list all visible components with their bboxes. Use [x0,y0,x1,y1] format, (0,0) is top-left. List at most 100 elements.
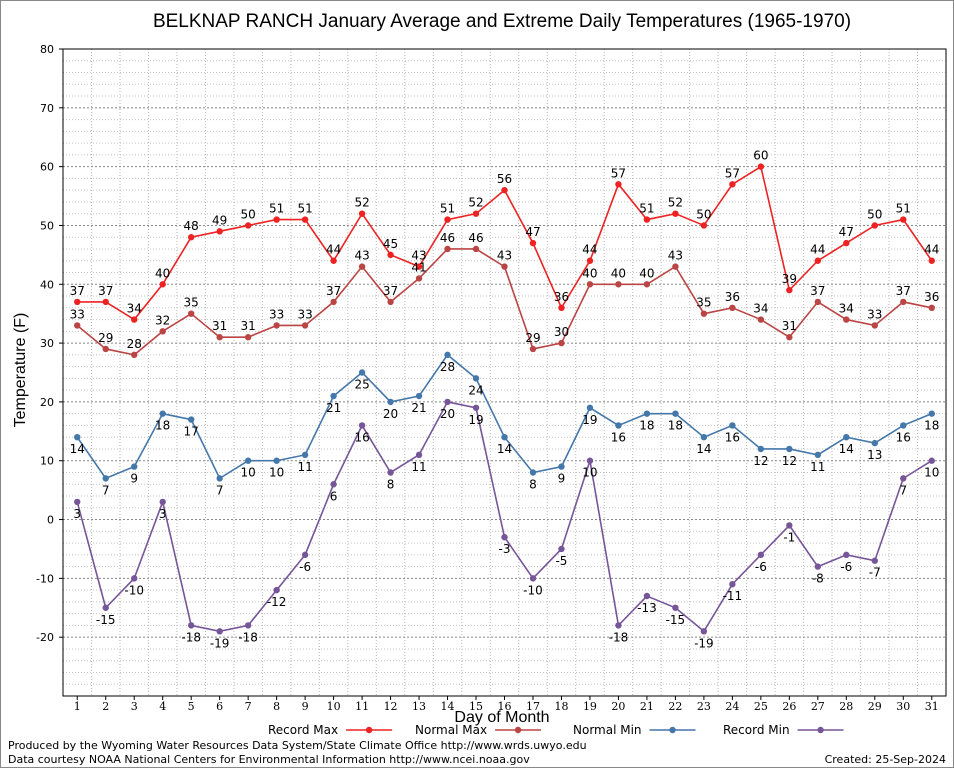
data-label: 40 [611,266,626,280]
data-point [843,239,850,247]
x-tick-label: 24 [725,700,739,713]
legend-label: Record Max [268,723,338,737]
data-point [900,298,907,306]
data-label: 48 [184,219,199,233]
data-point [729,581,736,588]
data-point [216,334,223,341]
x-tick-label: 7 [245,700,252,713]
data-point [729,304,736,311]
data-point [102,298,109,306]
data-label: 52 [468,196,483,210]
data-label: -18 [181,630,201,644]
data-point [700,628,708,635]
data-label: 18 [639,419,654,433]
data-label: -3 [499,542,511,556]
data-label: 37 [326,284,341,298]
data-point [871,557,878,564]
data-label: 36 [725,290,740,304]
data-label: 33 [867,307,882,321]
y-tick-label: 60 [40,161,54,174]
chart-title: BELKNAP RANCH January Average and Extrem… [153,11,851,32]
data-point [814,257,822,264]
data-point [757,445,765,453]
data-label: -6 [840,560,852,574]
data-point [843,551,850,559]
x-tick-label: 6 [216,700,223,713]
data-label: -18 [609,630,629,644]
y-tick-label: 20 [40,396,54,409]
data-label: 16 [354,430,369,444]
legend-item: Record Min [723,723,844,737]
data-label: 47 [525,225,540,239]
data-label: 57 [611,166,626,180]
data-label: 6 [330,489,338,503]
data-point [814,298,822,306]
data-point [472,245,480,253]
data-label: 14 [839,442,854,456]
y-tick-label: -10 [36,572,54,585]
data-label: 10 [269,466,284,480]
legend-marker-swatch [817,726,824,734]
data-label: 18 [668,419,683,433]
data-label: 41 [411,260,426,274]
x-tick-label: 1 [74,700,81,713]
data-label: 34 [127,302,142,316]
data-point [558,339,565,347]
data-label: 33 [297,307,312,321]
data-label: 50 [241,207,256,221]
data-label: 7 [216,483,224,497]
data-point [159,498,166,506]
data-label: -5 [555,554,567,568]
x-tick-label: 27 [811,700,825,713]
data-point [843,316,850,323]
data-label: 16 [611,430,626,444]
x-tick-label: 25 [754,700,768,713]
data-label: 20 [383,407,398,421]
data-point [387,469,394,476]
data-point [672,410,679,417]
data-point [900,216,907,223]
data-label: 40 [582,266,597,280]
data-label: 11 [810,460,825,474]
x-axis-label: Day of Month [454,709,549,726]
data-point [387,251,394,259]
data-point [643,281,651,288]
data-point [187,234,195,241]
data-point [615,422,622,429]
data-label: 28 [440,360,455,374]
data-point [102,604,109,611]
data-point [529,469,537,476]
data-point [672,263,679,270]
data-point [586,457,594,464]
data-label: 37 [98,284,113,298]
data-label: -15 [96,613,116,627]
data-point [586,281,594,288]
data-point [501,263,508,270]
data-label: -11 [723,589,743,603]
data-label: 29 [525,331,540,345]
data-point [131,316,138,323]
data-label: 17 [184,425,199,439]
data-label: 13 [867,448,882,462]
data-label: -6 [299,560,311,574]
data-label: 51 [440,202,455,216]
data-point [558,545,565,553]
x-tick-label: 4 [159,700,166,713]
data-point [387,398,394,406]
legend-marker-swatch [514,726,522,734]
data-point [444,351,451,359]
x-tick-label: 15 [469,700,483,713]
legend-item: Normal Max [415,723,542,737]
data-label: 19 [582,413,597,427]
x-tick-label: 20 [611,700,625,713]
data-point [472,210,480,217]
data-point [586,404,594,411]
data-point [74,498,81,506]
data-point [928,304,935,311]
series-normal-max: 33 29 28 32 35 31 31 33 33 37 43 37 41 46 46 43 29 30 40 40… [70,231,939,359]
data-label: 56 [497,172,512,186]
data-label: 20 [440,407,455,421]
y-tick-label: 70 [40,102,54,115]
